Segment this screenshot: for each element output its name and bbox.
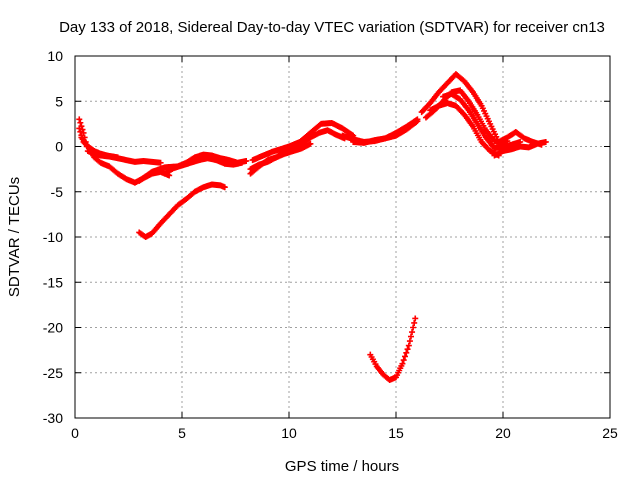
y-tick-label: 10 (47, 48, 63, 64)
y-tick-label: -15 (43, 274, 63, 290)
x-axis-label: GPS time / hours (285, 458, 399, 475)
series-track-9 (247, 140, 314, 173)
x-tick-label: 25 (602, 425, 618, 441)
x-tick-label: 20 (495, 425, 511, 441)
point-markers-track-6 (136, 181, 228, 240)
y-axis-label: SDTVAR / TECUs (6, 177, 23, 297)
chart-title: Day 133 of 2018, Sidereal Day-to-day VTE… (59, 19, 605, 36)
x-tick-label: 10 (281, 425, 297, 441)
series-track-15 (440, 91, 524, 152)
point-markers-track-11 (350, 116, 421, 146)
point-markers-track-17 (495, 129, 545, 148)
axis-ticks: 0 5 10 15 20 25 10 5 0 -5 -10 -15 -20 -25 -30 (43, 48, 618, 441)
series-track-5 (161, 155, 245, 177)
data-series (76, 71, 549, 383)
series-track-18 (367, 315, 419, 383)
series-track-6 (136, 181, 228, 240)
point-markers-track-3 (76, 125, 121, 161)
x-tick-label: 0 (71, 425, 79, 441)
point-markers-track-8 (249, 119, 357, 164)
series-track-14 (427, 100, 502, 159)
series-track-11 (350, 116, 421, 146)
y-tick-label: -20 (43, 320, 63, 336)
y-tick-label: -25 (43, 365, 63, 381)
y-tick-label: -30 (43, 410, 63, 426)
point-markers-track-14 (427, 100, 502, 159)
x-tick-label: 15 (388, 425, 404, 441)
y-tick-label: -5 (51, 184, 64, 200)
point-markers-track-5 (161, 155, 245, 177)
x-tick-label: 5 (178, 425, 186, 441)
series-track-8 (249, 119, 357, 164)
series-track-17 (495, 129, 545, 148)
y-tick-label: 0 (55, 139, 63, 155)
series-track-3 (76, 125, 121, 161)
y-tick-label: 5 (55, 93, 63, 109)
point-markers-track-18 (367, 315, 419, 383)
point-markers-track-15 (440, 91, 524, 152)
y-tick-label: -10 (43, 229, 63, 245)
point-markers-track-9 (247, 140, 314, 173)
